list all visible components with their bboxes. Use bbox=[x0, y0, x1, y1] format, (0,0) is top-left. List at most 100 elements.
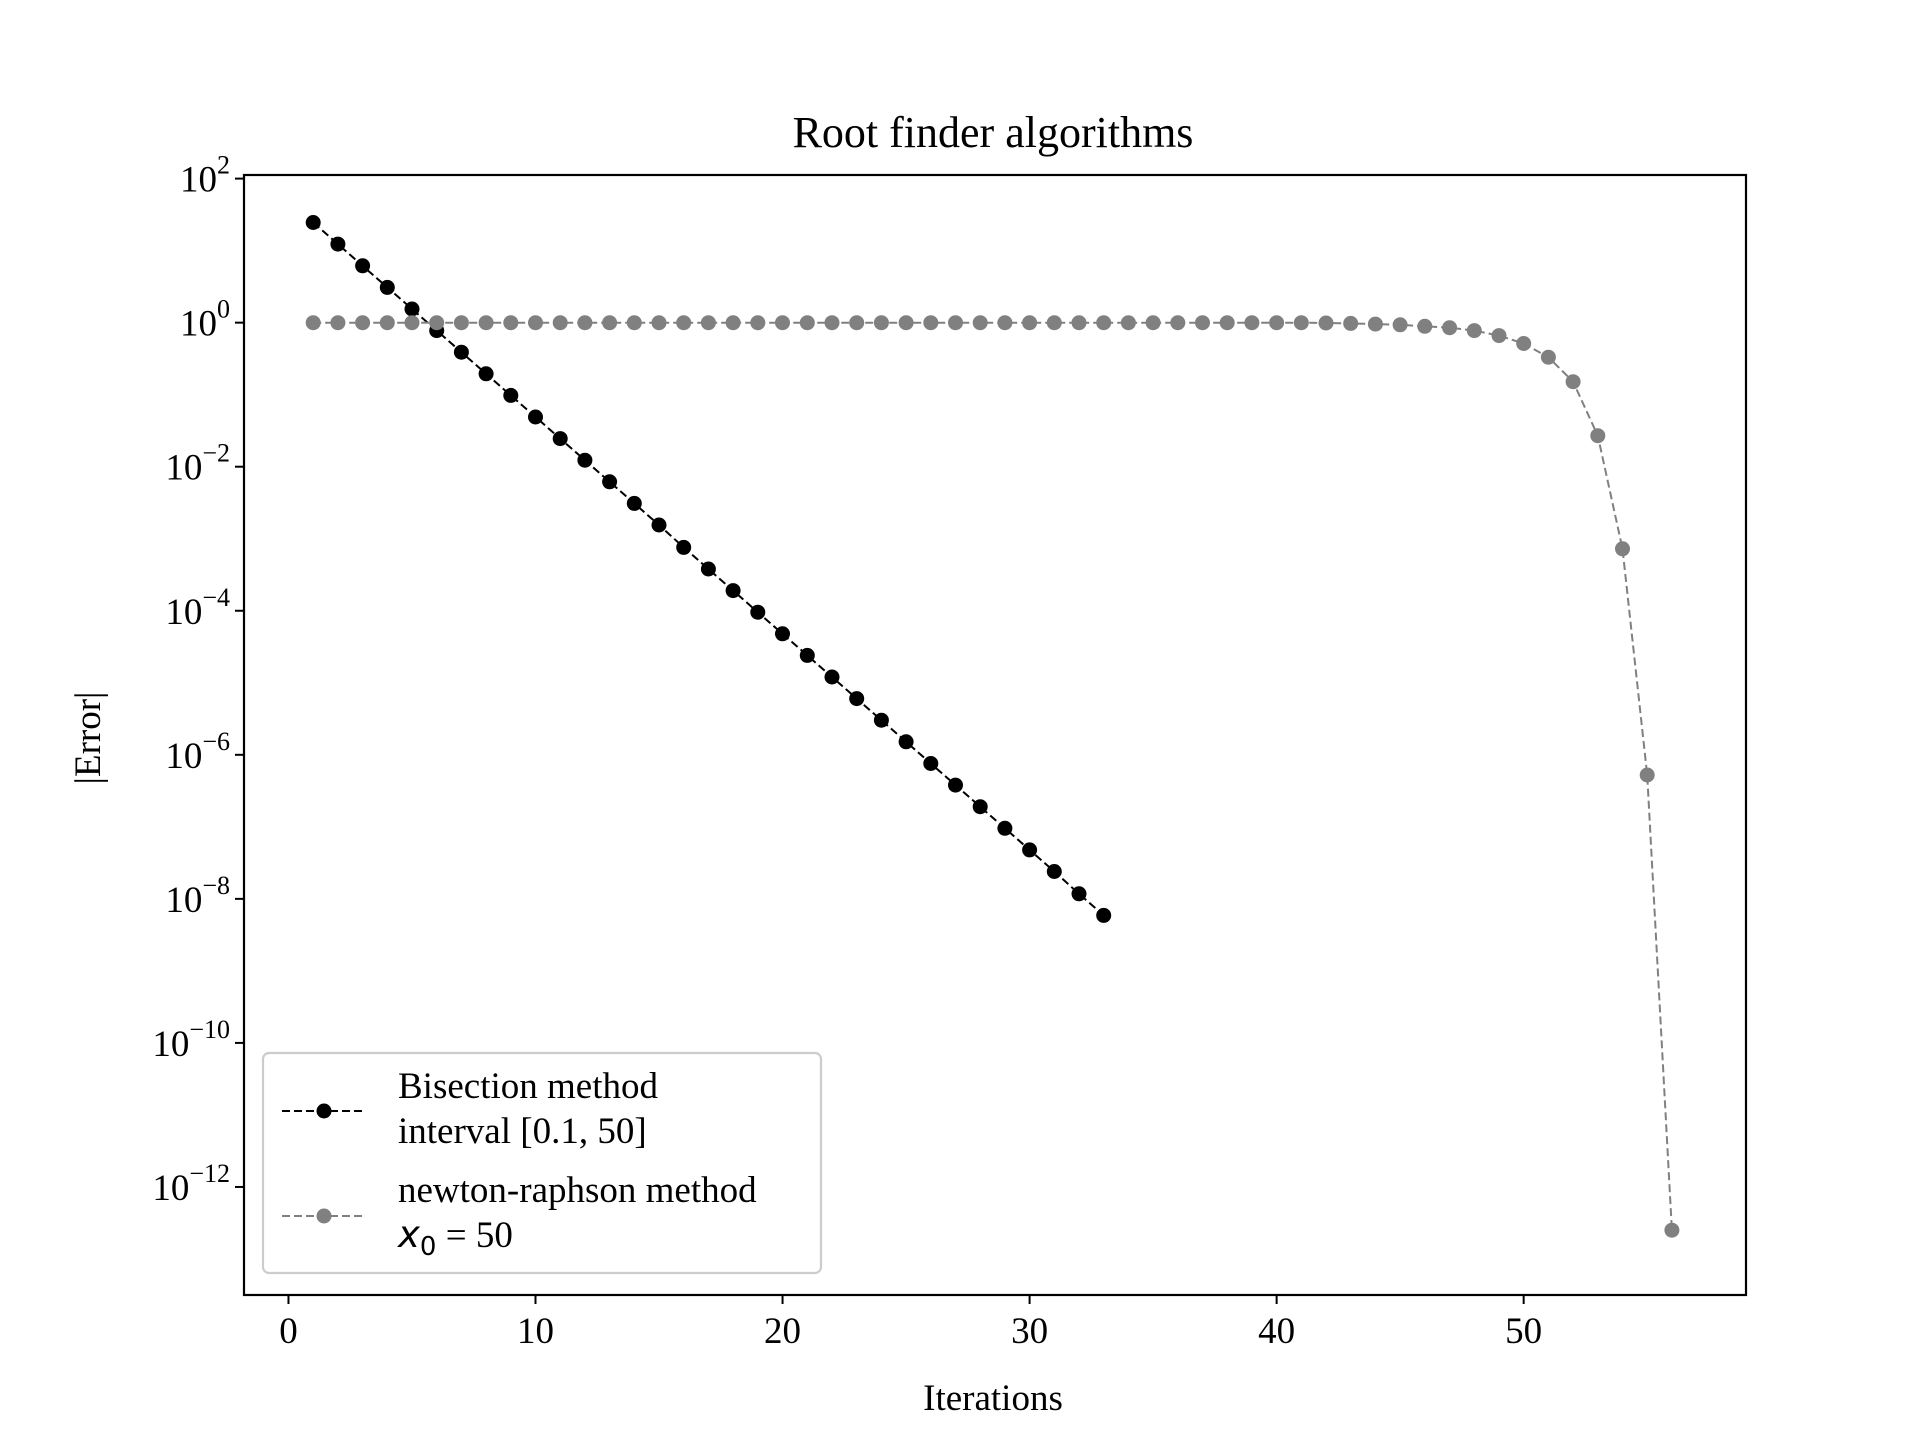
series-1-point-40 bbox=[1293, 315, 1309, 331]
legend: Bisection method interval [0.1, 50] newt… bbox=[261, 1051, 823, 1275]
series-0-point-27 bbox=[972, 799, 988, 815]
series-1-point-49 bbox=[1516, 336, 1532, 351]
series-0-point-24 bbox=[898, 734, 914, 750]
legend-label-bisection-line2: interval [0.1, 50] bbox=[398, 1111, 647, 1152]
series-1-point-13 bbox=[626, 315, 642, 331]
series-1-point-47 bbox=[1466, 323, 1482, 339]
series-1-point-24 bbox=[898, 315, 914, 331]
series-1-point-20 bbox=[799, 315, 815, 331]
y-axis: 102 100 10−2 10−4 10−6 10−8 10−10 10−12 bbox=[152, 151, 244, 1209]
legend-box bbox=[261, 1051, 823, 1275]
series-1-point-11 bbox=[577, 315, 593, 331]
legend-label-newton-sub: 0 bbox=[420, 1232, 437, 1262]
series-1-point-5 bbox=[429, 315, 445, 331]
series-1-point-17 bbox=[725, 315, 741, 331]
series-1-point-45 bbox=[1417, 318, 1433, 334]
x-tick-label-1: 10 bbox=[517, 1311, 554, 1352]
y-tick-label-7: 10−12 bbox=[152, 1159, 230, 1209]
series-0-point-0 bbox=[305, 215, 321, 230]
series-0-point-19 bbox=[775, 626, 790, 642]
y-tick-label-4: 10−6 bbox=[165, 727, 230, 777]
series-0-point-4 bbox=[404, 301, 420, 317]
series-1-point-23 bbox=[873, 315, 889, 331]
x-tick-label-2: 20 bbox=[764, 1311, 801, 1352]
series-0-point-17 bbox=[725, 583, 741, 599]
series-1-point-12 bbox=[602, 315, 618, 331]
series-1-point-19 bbox=[775, 315, 790, 331]
series-1-point-1 bbox=[330, 315, 346, 331]
series-1-point-14 bbox=[651, 315, 667, 331]
legend-label-bisection-line1: Bisection method bbox=[398, 1066, 658, 1107]
series-1-point-2 bbox=[355, 315, 371, 331]
series-1-point-37 bbox=[1219, 315, 1235, 331]
series-0-point-12 bbox=[602, 474, 618, 490]
x-tick-label-3: 30 bbox=[1011, 1311, 1048, 1352]
legend-label-newton-var: x bbox=[397, 1213, 421, 1256]
series-1-point-46 bbox=[1442, 320, 1458, 336]
y-tick-label-6: 10−10 bbox=[152, 1015, 230, 1065]
x-axis-label: Iterations bbox=[923, 1378, 1063, 1419]
series-0-point-25 bbox=[923, 756, 939, 771]
series-1-point-18 bbox=[750, 315, 766, 331]
series-1-point-3 bbox=[379, 315, 395, 331]
series-1-point-6 bbox=[453, 315, 469, 331]
series-0-point-20 bbox=[799, 647, 815, 663]
series-1-point-42 bbox=[1343, 315, 1359, 331]
series-1-point-35 bbox=[1170, 315, 1186, 331]
plot-area bbox=[305, 215, 1680, 1238]
series-0-point-21 bbox=[824, 669, 840, 685]
x-tick-label-4: 40 bbox=[1258, 1311, 1295, 1352]
series-1-point-51 bbox=[1565, 374, 1581, 390]
legend-marker-bisection bbox=[316, 1103, 332, 1119]
legend-label-newton-line1: newton-raphson method bbox=[398, 1170, 757, 1211]
legend-label-newton-line2: x0 = 50 bbox=[397, 1213, 513, 1262]
series-1-point-26 bbox=[948, 315, 963, 331]
series-1-point-53 bbox=[1615, 541, 1630, 557]
legend-entry-newton[interactable]: newton-raphson method x0 = 50 bbox=[282, 1170, 757, 1262]
chart-title: Root finder algorithms bbox=[793, 108, 1194, 157]
series-1-point-8 bbox=[503, 315, 519, 331]
y-tick-label-2: 10−2 bbox=[165, 439, 230, 489]
x-tick-label-5: 50 bbox=[1505, 1311, 1542, 1352]
series-0-point-28 bbox=[997, 820, 1013, 836]
series-0-point-10 bbox=[552, 431, 568, 447]
series-1-point-44 bbox=[1392, 317, 1408, 333]
series-0-point-6 bbox=[453, 344, 469, 360]
series-1-point-50 bbox=[1540, 349, 1556, 365]
series-0-point-16 bbox=[700, 561, 716, 577]
series-1-point-39 bbox=[1269, 315, 1285, 331]
y-tick-label-3: 10−4 bbox=[165, 583, 230, 633]
series-0-point-11 bbox=[577, 452, 593, 468]
y-tick-label-1: 100 bbox=[180, 295, 230, 345]
series-0-point-18 bbox=[750, 604, 766, 620]
legend-label-newton-rest: = 50 bbox=[436, 1215, 512, 1256]
series-0-point-29 bbox=[1022, 842, 1038, 858]
series-1-point-22 bbox=[849, 315, 865, 331]
legend-entry-bisection[interactable]: Bisection method interval [0.1, 50] bbox=[282, 1066, 658, 1152]
series-1-point-41 bbox=[1318, 315, 1334, 331]
series-1-point-30 bbox=[1046, 315, 1062, 331]
series-0-point-8 bbox=[503, 387, 519, 403]
series-1-point-29 bbox=[1022, 315, 1038, 331]
series-0-point-1 bbox=[330, 236, 346, 252]
series-0-point-30 bbox=[1046, 864, 1062, 879]
series-0-point-32 bbox=[1096, 907, 1112, 923]
series-0-point-2 bbox=[355, 258, 371, 274]
series-1-point-31 bbox=[1071, 315, 1087, 331]
series-1-point-7 bbox=[478, 315, 494, 331]
series-1-point-10 bbox=[552, 315, 568, 331]
series-1-point-55 bbox=[1664, 1222, 1680, 1238]
axes-frame bbox=[242, 173, 1748, 1297]
series-1-point-25 bbox=[923, 315, 939, 331]
series-1-point-48 bbox=[1491, 328, 1507, 344]
series-1-point-54 bbox=[1639, 767, 1655, 783]
series-0-point-23 bbox=[873, 712, 889, 728]
series-1-point-43 bbox=[1367, 316, 1383, 332]
legend-marker-newton bbox=[316, 1208, 332, 1224]
series-1-point-21 bbox=[824, 315, 840, 331]
series-1-point-9 bbox=[528, 315, 543, 331]
series-0-point-3 bbox=[379, 279, 395, 295]
y-axis-label: |Error| bbox=[68, 692, 109, 785]
series-0-point-7 bbox=[478, 366, 494, 382]
y-tick-label-5: 10−8 bbox=[165, 871, 230, 921]
